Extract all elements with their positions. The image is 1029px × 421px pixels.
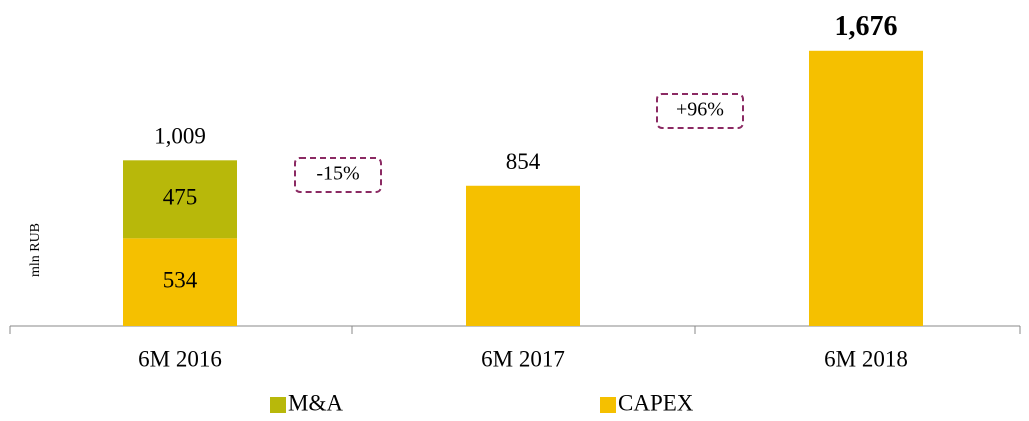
x-tick-label: 6M 2017 <box>481 346 565 371</box>
annotation-box <box>656 93 744 129</box>
legend-swatch <box>270 397 286 413</box>
bar-segment <box>809 50 923 327</box>
annotation-box <box>294 157 382 193</box>
annotation: -15% <box>316 163 359 185</box>
annotation: +96% <box>676 99 724 121</box>
bar-segment <box>123 160 237 239</box>
legend-label: CAPEX <box>618 390 694 415</box>
total-label: 1,676 <box>835 11 898 42</box>
legend-label: M&A <box>288 390 343 415</box>
bar-segment <box>466 185 580 326</box>
legend-swatch <box>600 397 616 413</box>
x-tick-label: 6M 2016 <box>138 346 222 371</box>
data-label: 475 <box>163 185 198 210</box>
y-axis-label: mln RUB <box>28 223 43 277</box>
x-tick-label: 6M 2018 <box>824 346 908 371</box>
bar-segment <box>123 238 237 326</box>
data-label: 534 <box>163 267 198 292</box>
total-label: 1,009 <box>154 124 206 149</box>
total-label: 854 <box>506 149 541 174</box>
